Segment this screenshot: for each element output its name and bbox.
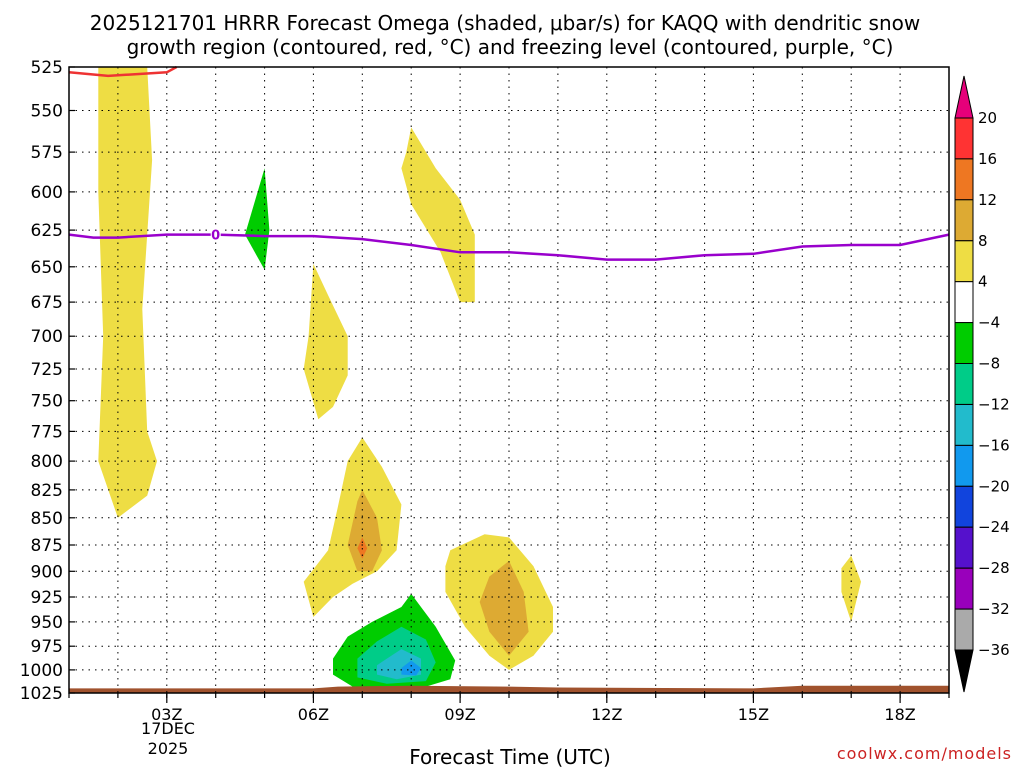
x-axis-label: Forecast Time (UTC) bbox=[409, 745, 611, 768]
colorbar-label-3: 8 bbox=[978, 232, 988, 250]
colorbar-label-11: −28 bbox=[978, 559, 1010, 577]
y-tick-label-800: 800 bbox=[31, 452, 63, 472]
omega-shading bbox=[98, 67, 861, 689]
freezing-level-label: 0 bbox=[211, 229, 220, 244]
colorbar-label-5: −4 bbox=[978, 314, 1000, 332]
freezing-level-line bbox=[68, 233, 950, 261]
omega-region-low-d-inner bbox=[347, 489, 382, 572]
y-tick-label-875: 875 bbox=[31, 536, 63, 556]
y-tick-label-850: 850 bbox=[31, 509, 63, 529]
colorbar-segment-4 bbox=[954, 281, 974, 324]
x-tick-label-06Z: 06Z bbox=[298, 705, 329, 724]
y-tick-label-525: 525 bbox=[31, 58, 63, 78]
x-axis: 03Z 06Z 09Z 12Z 15Z 18Z bbox=[68, 693, 950, 724]
date-label-line-1: 17DEC bbox=[141, 719, 195, 738]
y-tick-label-1025: 1025 bbox=[20, 684, 63, 704]
colorbar-segment-0 bbox=[954, 117, 974, 160]
colorbar-label-2: 12 bbox=[978, 191, 997, 209]
y-tick-label-675: 675 bbox=[31, 293, 63, 313]
colorbar-segment-8 bbox=[954, 444, 974, 487]
colorbar-label-7: −12 bbox=[978, 396, 1010, 414]
y-tick-label-925: 925 bbox=[31, 588, 63, 608]
colorbar-label-13: −36 bbox=[978, 641, 1010, 659]
y-tick-label-750: 750 bbox=[31, 392, 63, 412]
colorbar-label-4: 4 bbox=[978, 273, 988, 291]
colorbar-label-6: −8 bbox=[978, 355, 1000, 373]
colorbar-segment-7 bbox=[954, 404, 974, 446]
colorbar-segment-12 bbox=[954, 608, 974, 651]
colorbar-segment-9 bbox=[954, 485, 974, 528]
x-tick-label-18Z: 18Z bbox=[884, 705, 915, 724]
omega-region-upper-b bbox=[401, 127, 475, 303]
colorbar-label-0: 20 bbox=[978, 109, 997, 127]
omega-region-green-upper bbox=[245, 168, 270, 270]
y-tick-label-625: 625 bbox=[31, 221, 63, 241]
y-tick-label-825: 825 bbox=[31, 481, 63, 501]
y-axis: 525 550 575 600 625 650 675 700 725 750 775 800 825 8… bbox=[20, 58, 75, 704]
y-tick-label-700: 700 bbox=[31, 327, 63, 347]
colorbar-label-10: −24 bbox=[978, 518, 1010, 536]
y-tick-label-1000: 1000 bbox=[20, 661, 63, 681]
chart-title: 2025121701 HRRR Forecast Omega (shaded, … bbox=[90, 11, 920, 59]
y-tick-label-575: 575 bbox=[31, 143, 63, 163]
terrain-band bbox=[69, 685, 949, 693]
y-tick-label-600: 600 bbox=[31, 183, 63, 203]
y-tick-label-900: 900 bbox=[31, 562, 63, 582]
y-tick-label-975: 975 bbox=[31, 637, 63, 657]
y-tick-label-550: 550 bbox=[31, 102, 63, 122]
omega-region-mid-c bbox=[303, 263, 348, 420]
x-tick-label-09Z: 09Z bbox=[444, 705, 475, 724]
omega-region-low-e-inner bbox=[479, 560, 529, 656]
x-tick-label-03Z: 03Z bbox=[151, 705, 182, 724]
y-tick-label-725: 725 bbox=[31, 360, 63, 380]
omega-region-far-f bbox=[841, 555, 861, 622]
y-tick-label-775: 775 bbox=[31, 422, 63, 442]
colorbar-segment-1 bbox=[954, 158, 974, 201]
colorbar-label-9: −20 bbox=[978, 477, 1010, 495]
colorbar: 20 16 12 8 4 −4 −8 −12 −16 −20 −24 −28 −32 −36 bbox=[954, 75, 1010, 693]
y-tick-label-950: 950 bbox=[31, 613, 63, 633]
colorbar-label-1: 16 bbox=[978, 150, 997, 168]
date-label-line-2: 2025 bbox=[148, 739, 189, 758]
colorbar-top-arrow bbox=[954, 75, 974, 119]
colorbar-label-12: −32 bbox=[978, 600, 1010, 618]
freezing-label-bg bbox=[210, 227, 221, 242]
colorbar-segment-11 bbox=[954, 567, 974, 610]
grid-lines bbox=[69, 67, 949, 693]
x-tick-label-15Z: 15Z bbox=[738, 705, 769, 724]
colorbar-segment-5 bbox=[954, 322, 974, 365]
credit-text[interactable]: coolwx.com/models bbox=[837, 744, 1012, 763]
colorbar-label-8: −16 bbox=[978, 436, 1010, 454]
colorbar-segment-6 bbox=[954, 363, 974, 405]
colorbar-segment-10 bbox=[954, 526, 974, 569]
terrain-layer bbox=[69, 685, 949, 693]
omega-region-blue-low bbox=[401, 660, 421, 676]
colorbar-segment-3 bbox=[954, 240, 974, 283]
omega-region-col-a bbox=[98, 67, 157, 518]
dgz-line bbox=[68, 65, 178, 78]
title-line-2: growth region (contoured, red, °C) and f… bbox=[127, 35, 894, 59]
colorbar-bottom-arrow bbox=[954, 649, 974, 693]
contour-lines: 0 bbox=[68, 65, 950, 261]
x-tick-label-12Z: 12Z bbox=[591, 705, 622, 724]
y-tick-label-650: 650 bbox=[31, 258, 63, 278]
colorbar-segment-2 bbox=[954, 199, 974, 242]
title-line-1: 2025121701 HRRR Forecast Omega (shaded, … bbox=[90, 11, 920, 35]
